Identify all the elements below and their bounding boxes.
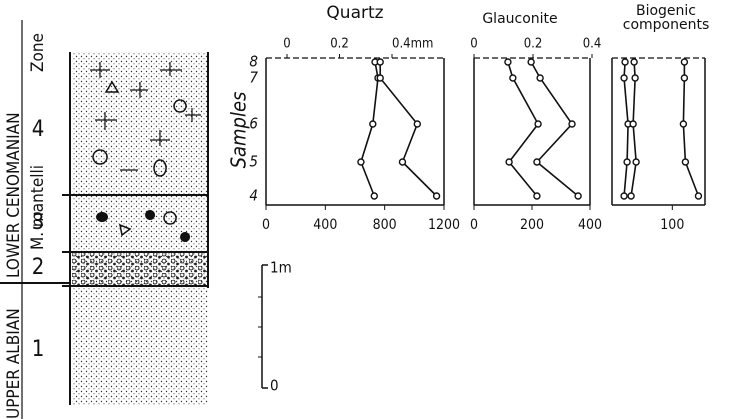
data-point: [620, 74, 628, 82]
bed-label: 1: [32, 337, 45, 362]
scale-bottom: 0: [270, 377, 279, 395]
data-point: [620, 192, 628, 200]
data-point: [679, 120, 688, 128]
zone-word: Zone: [28, 33, 48, 72]
scale-bar: [258, 264, 268, 389]
data-point: [623, 158, 631, 166]
bed-label: 4: [32, 117, 45, 142]
data-point: [627, 192, 635, 200]
x-tick-label: 400: [578, 217, 602, 233]
data-line: [379, 62, 438, 197]
zone-name: M. mantelli: [28, 165, 48, 250]
data-point: [681, 158, 690, 166]
data-point: [680, 74, 689, 82]
data-point: [357, 158, 365, 166]
x-tick-label: 0: [262, 217, 270, 233]
stage-lower: LOWER CENOMANIAN: [4, 112, 24, 278]
data-point: [370, 192, 378, 200]
y-axis-label: Samples: [227, 92, 251, 169]
panel-title: Quartz: [326, 3, 384, 23]
data-point: [398, 158, 407, 166]
x-tick-label: 400: [313, 217, 337, 233]
data-point: [505, 158, 513, 166]
data-point: [432, 192, 441, 200]
data-point: [509, 74, 517, 82]
x2-tick-label: 0: [470, 37, 477, 52]
panel-title: Glauconite: [482, 11, 558, 27]
data-line: [360, 61, 379, 197]
data-line: [507, 61, 540, 197]
x-tick-label: 0: [470, 217, 478, 233]
x-tick-label: 1200: [428, 217, 460, 233]
data-point: [694, 192, 703, 200]
y-tick-label: 4: [249, 187, 258, 205]
x2-tick-label: 0.2: [330, 37, 349, 52]
data-line: [630, 61, 637, 197]
data-line: [530, 61, 579, 197]
data-point: [574, 192, 582, 200]
data-point: [631, 74, 639, 82]
data-point: [369, 120, 377, 128]
data-point: [629, 120, 637, 128]
x2-tick-label: 0.4mm: [392, 37, 433, 52]
data-point: [632, 158, 640, 166]
data-point: [376, 74, 384, 82]
y-tick-label: 5: [249, 153, 258, 171]
stage-upper: UPPER ALBIAN: [4, 308, 24, 419]
panel-title: Biogenic components: [622, 3, 710, 33]
data-point: [533, 192, 541, 200]
data-line: [623, 61, 629, 197]
x2-tick-label: 0: [283, 37, 290, 52]
y-tick-label: 6: [249, 115, 258, 133]
bed-label: 2: [32, 255, 45, 280]
data-point: [504, 58, 512, 66]
x-tick-label: 800: [373, 217, 397, 233]
data-point: [533, 158, 541, 166]
x2-tick-label: 0.4: [583, 37, 602, 52]
scale-top: 1m: [270, 259, 292, 277]
data-point: [536, 74, 544, 82]
lithology-column: [0, 20, 209, 419]
data-point: [527, 58, 535, 66]
data-point: [680, 58, 689, 66]
data-point: [376, 58, 384, 66]
x2-tick-label: 0.2: [524, 37, 543, 52]
y-tick-label: 7: [249, 69, 258, 87]
data-line: [682, 62, 700, 197]
data-point: [568, 120, 576, 128]
data-point: [630, 58, 638, 66]
x-tick-label: 100: [660, 217, 684, 233]
x-tick-label: 200: [520, 217, 544, 233]
data-point: [534, 120, 542, 128]
data-point: [621, 58, 629, 66]
data-point: [413, 120, 421, 128]
bed-label: 3: [32, 210, 45, 235]
y-tick-label: 8: [249, 53, 258, 71]
